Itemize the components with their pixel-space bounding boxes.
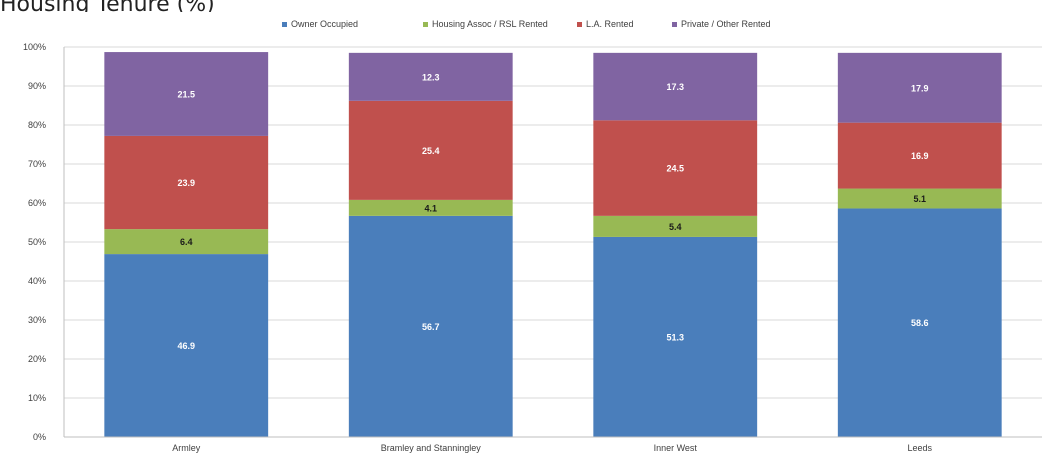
bar-segment <box>593 236 758 437</box>
x-axis: Armley Bramley and Stanningley Inner West L… <box>64 436 1042 453</box>
bar-segment <box>348 215 513 437</box>
data-label: 23.9 <box>177 178 195 188</box>
y-tick-label: 60% <box>28 198 46 208</box>
data-label: 17.3 <box>666 82 684 92</box>
legend-label: Housing Assoc / RSL Rented <box>432 19 548 29</box>
bar-segment <box>104 254 269 437</box>
legend-swatch <box>282 22 287 27</box>
y-tick-label: 40% <box>28 276 46 286</box>
data-label: 24.5 <box>666 164 684 174</box>
y-tick-label: 50% <box>28 237 46 247</box>
x-tick-label: Bramley and Stanningley <box>381 443 482 453</box>
data-label: 12.3 <box>422 72 440 82</box>
y-tick-label: 80% <box>28 120 46 130</box>
x-tick-label: Armley <box>172 443 201 453</box>
data-label: 5.1 <box>913 194 926 204</box>
y-tick-label: 10% <box>28 393 46 403</box>
bar-segment <box>104 135 269 230</box>
bar-segment <box>348 199 513 216</box>
x-tick-label: Leeds <box>907 443 932 453</box>
bar-segment <box>593 120 758 216</box>
y-tick-label: 0% <box>33 432 46 442</box>
y-tick-label: 100% <box>23 42 46 52</box>
data-label: 4.1 <box>424 203 437 213</box>
bar-segment <box>348 100 513 200</box>
bar-segment <box>837 52 1002 123</box>
bar-segment <box>837 122 1002 189</box>
data-label: 46.9 <box>177 341 195 351</box>
data-label: 25.4 <box>422 146 440 156</box>
y-tick-label: 20% <box>28 354 46 364</box>
stacked-bar-chart: 0% 10% 20% 30% 40% 50% 60% 70% 80% 90% 100% 46.9 6.… <box>23 19 1042 453</box>
legend-label: L.A. Rented <box>586 19 634 29</box>
legend-swatch <box>423 22 428 27</box>
data-label: 58.6 <box>911 318 929 328</box>
bar-segment <box>837 188 1002 209</box>
data-label: 6.4 <box>180 237 193 247</box>
data-label: 17.9 <box>911 83 929 93</box>
x-tick-label: Inner West <box>654 443 698 453</box>
bar-segment <box>593 52 758 121</box>
y-axis: 0% 10% 20% 30% 40% 50% 60% 70% 80% 90% 100% <box>23 42 65 442</box>
data-label: 51.3 <box>666 332 684 342</box>
bar-segment <box>348 52 513 101</box>
chart-area: 0% 10% 20% 30% 40% 50% 60% 70% 80% 90% 100% 46.9 6.… <box>6 12 1046 454</box>
legend: Owner Occupied Housing Assoc / RSL Rented… <box>282 19 771 29</box>
bar-segment <box>593 215 758 237</box>
bars: 46.9 6.4 23.9 21.5 56.7 4.1 25.4 12.3 51.3 5.4 24.… <box>104 52 1002 437</box>
y-tick-label: 90% <box>28 81 46 91</box>
legend-swatch <box>577 22 582 27</box>
bar-segment <box>104 229 269 255</box>
data-label: 16.9 <box>911 151 929 161</box>
y-tick-label: 70% <box>28 159 46 169</box>
bar-segment <box>837 208 1002 437</box>
data-label: 21.5 <box>177 89 195 99</box>
bar-segment <box>104 52 269 136</box>
legend-swatch <box>672 22 677 27</box>
data-label: 56.7 <box>422 322 440 332</box>
legend-label: Owner Occupied <box>291 19 358 29</box>
legend-label: Private / Other Rented <box>681 19 771 29</box>
data-label: 5.4 <box>669 222 682 232</box>
y-tick-label: 30% <box>28 315 46 325</box>
